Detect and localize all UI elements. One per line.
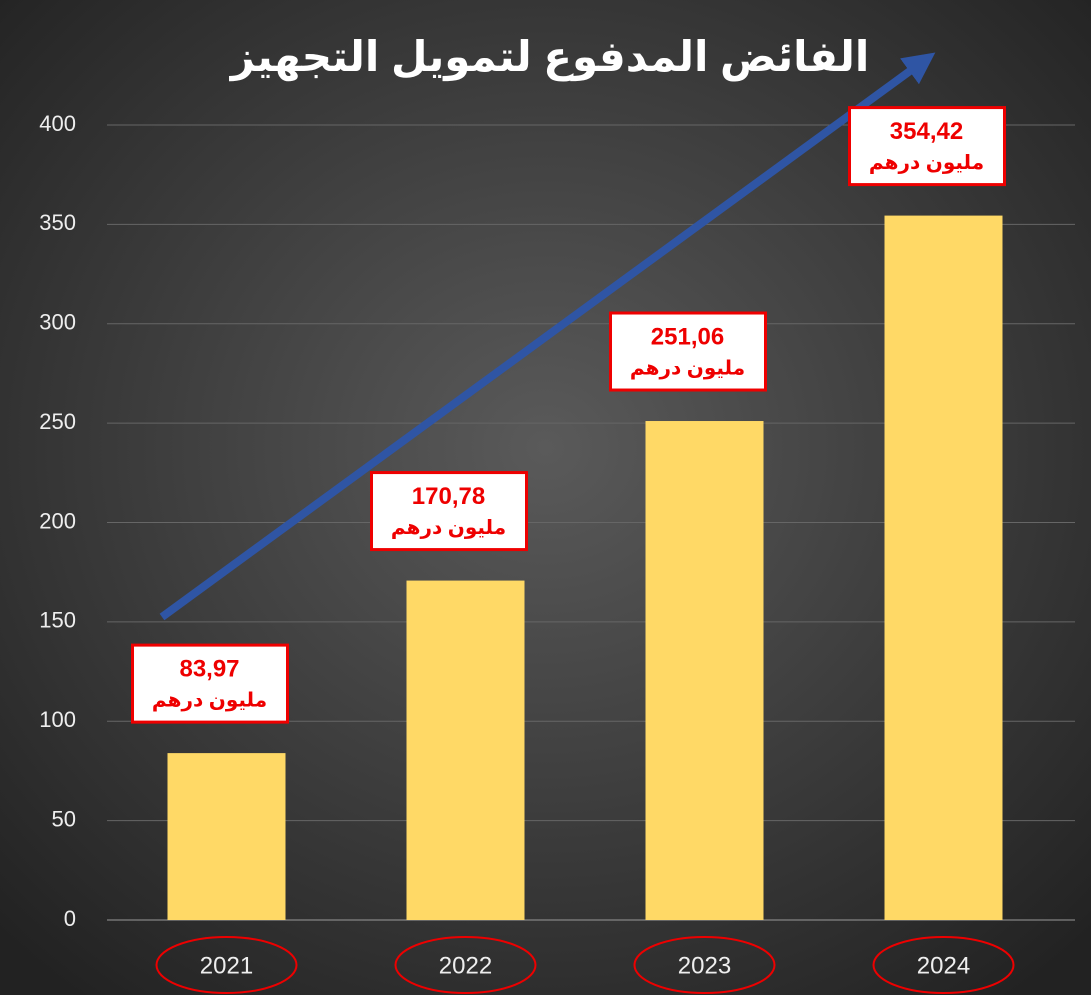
x-tick-label: 2023 xyxy=(678,952,731,979)
value-unit: مليون درهم xyxy=(869,152,984,174)
x-tick-label: 2024 xyxy=(917,952,970,979)
bar xyxy=(406,580,525,920)
y-tick-label: 400 xyxy=(39,111,76,136)
bar xyxy=(884,215,1003,920)
bar xyxy=(645,421,764,920)
trend-arrow xyxy=(159,52,936,621)
value-label-box xyxy=(131,643,289,724)
value-unit: مليون درهم xyxy=(630,357,745,379)
value-label-box xyxy=(848,106,1006,187)
value-label-box xyxy=(370,471,528,552)
bar xyxy=(167,753,286,920)
value-label: 251,06 xyxy=(651,323,724,350)
year-highlight xyxy=(872,936,1015,994)
chart-title: الفائض المدفوع لتمويل التجهيز xyxy=(229,33,870,82)
value-label-box xyxy=(609,311,767,392)
year-highlight xyxy=(633,936,776,994)
labels: 2021 83,97 مليون درهم 2022 170,78 مليون درهم 2… xyxy=(131,106,1015,994)
value-unit: مليون درهم xyxy=(391,517,506,539)
x-tick-label: 2021 xyxy=(200,952,253,979)
value-unit: مليون درهم xyxy=(152,689,267,711)
bars xyxy=(167,215,1003,920)
y-tick-label: 200 xyxy=(39,508,76,533)
y-tick-label: 0 xyxy=(64,906,76,931)
y-tick-label: 300 xyxy=(39,310,76,335)
value-label: 354,42 xyxy=(890,118,963,145)
y-tick-label: 100 xyxy=(39,707,76,732)
y-tick-label: 150 xyxy=(39,608,76,633)
y-tick-label: 350 xyxy=(39,210,76,235)
y-tick-label: 50 xyxy=(52,806,76,831)
year-highlight xyxy=(155,936,298,994)
x-tick-label: 2022 xyxy=(439,952,492,979)
value-label: 83,97 xyxy=(179,655,239,682)
year-highlight xyxy=(394,936,537,994)
value-label: 170,78 xyxy=(412,483,485,510)
y-tick-label: 250 xyxy=(39,409,76,434)
